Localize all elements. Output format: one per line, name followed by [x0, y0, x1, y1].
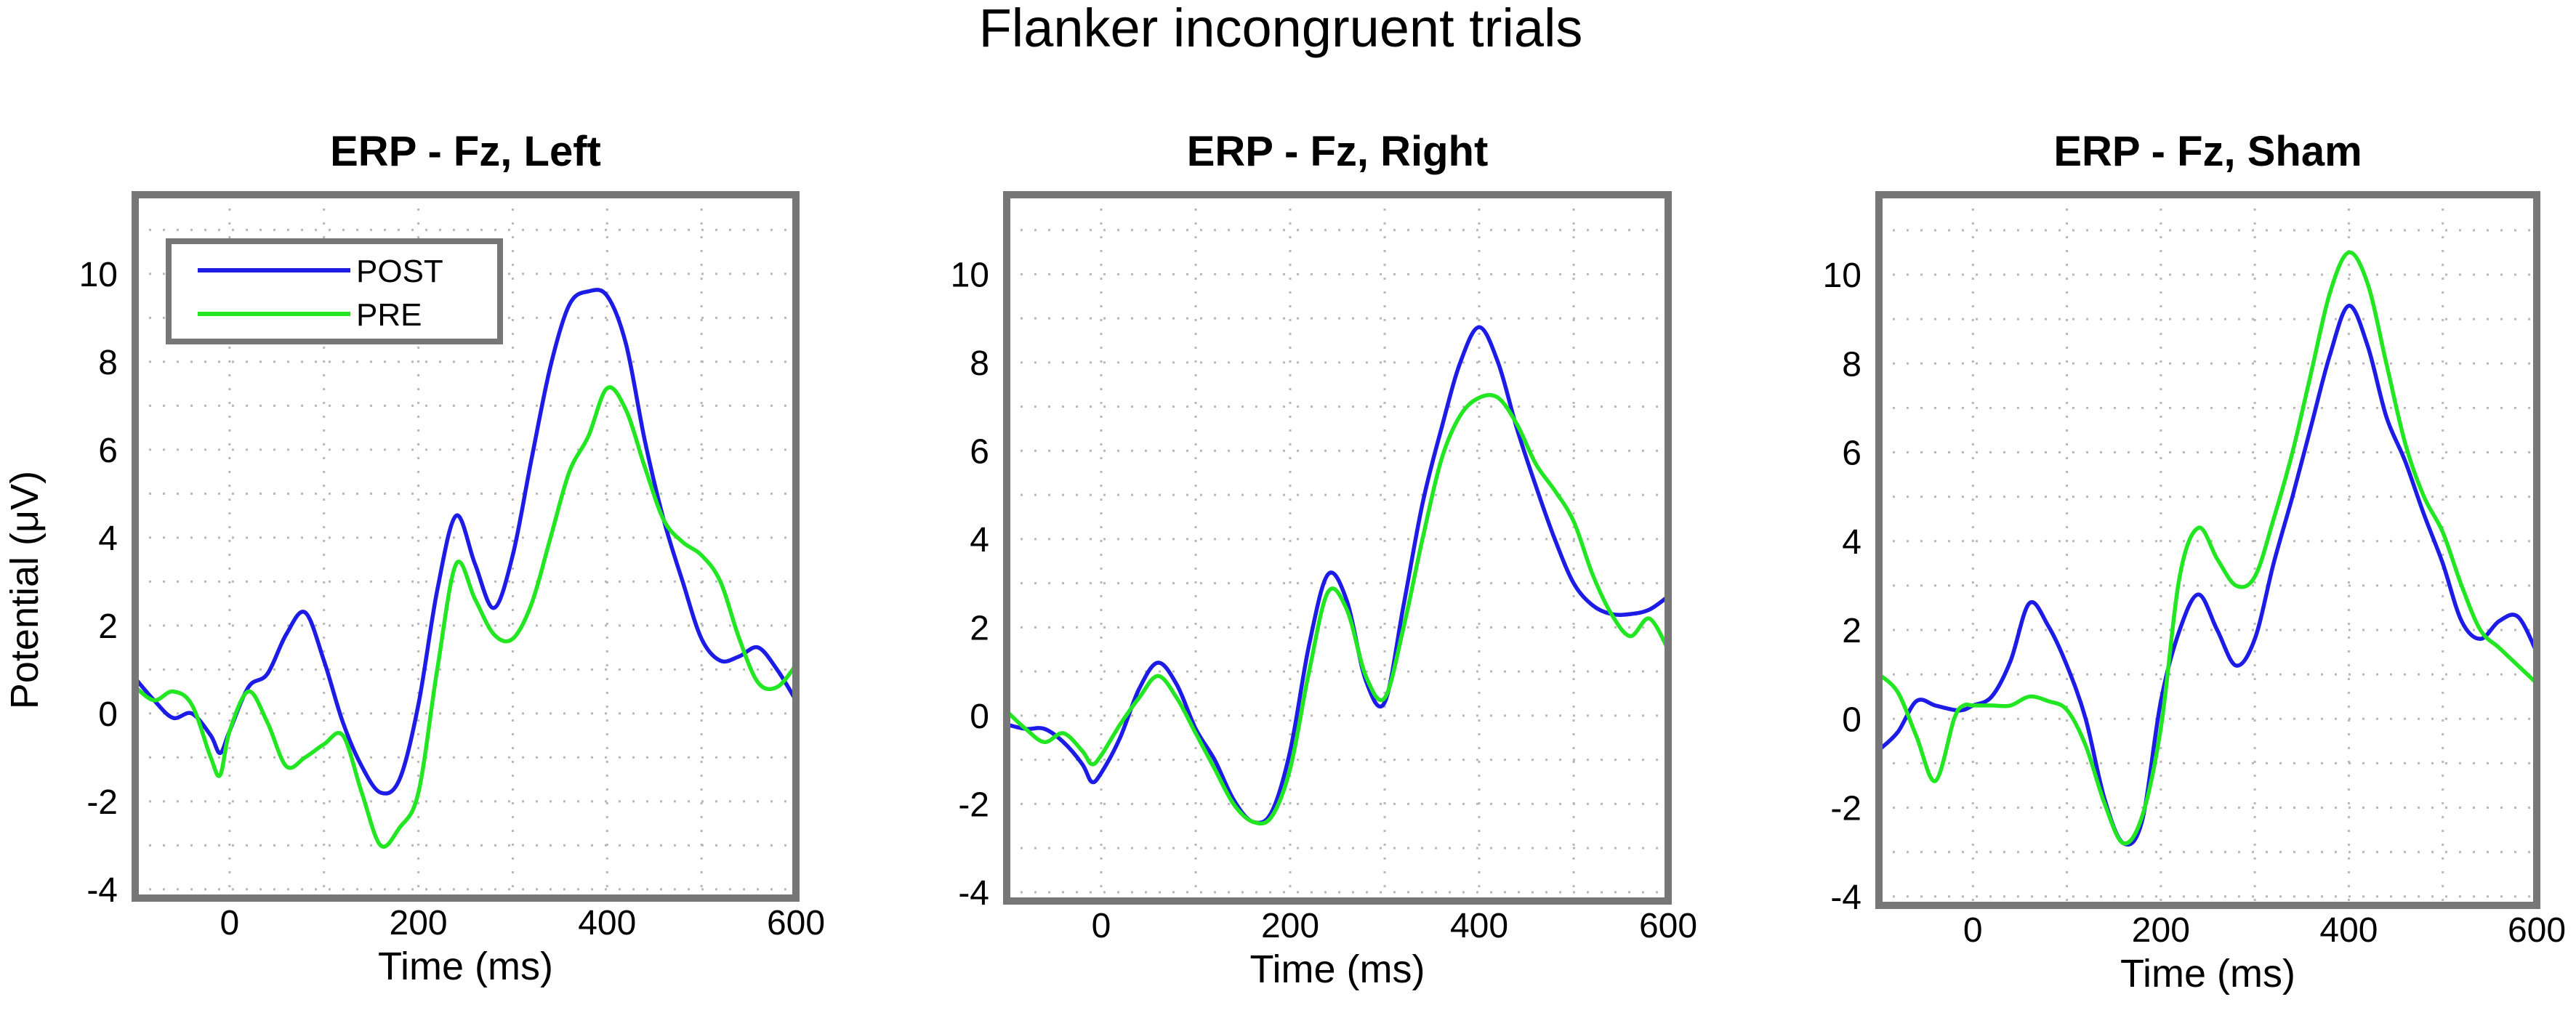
panel-2: 0 200 400 600 -4 -2 0 2 4 6 8 10 ERP - Fz, Right Time…: [951, 128, 1697, 991]
y-tick-label: 6: [1842, 435, 1861, 473]
panel-1: 0 200 400 600 -4 -2 0 2 4 6 8 10 ERP - Fz, Left Time …: [3, 128, 825, 988]
x-axis-label: Time (ms): [2120, 952, 2295, 995]
x-tick-label: 600: [2508, 911, 2566, 950]
y-tick-label: -2: [1830, 790, 1861, 828]
series-line-pre: [135, 385, 796, 849]
series-line-post: [1007, 325, 1668, 825]
y-tick-label: -2: [86, 783, 118, 822]
y-tick-label: 4: [98, 520, 118, 558]
y-tick-label: 2: [970, 609, 989, 647]
axes-frame: [1875, 191, 2540, 909]
y-tick-label: 10: [1823, 256, 1861, 295]
x-tick-label: 400: [578, 904, 636, 942]
y-tick-label: -4: [86, 871, 118, 910]
x-tick-label: 0: [1963, 911, 1983, 950]
y-tick-label: -2: [958, 785, 989, 824]
legend-label: POST: [356, 254, 443, 289]
legend: POST PRE: [166, 238, 503, 344]
y-tick-label: 4: [970, 521, 989, 560]
legend-label: PRE: [356, 297, 422, 333]
series-line-pre: [1007, 392, 1668, 826]
y-axis-label: Potential (μV): [3, 471, 47, 709]
x-tick-label: 0: [1092, 907, 1111, 945]
y-tick-label: -4: [1830, 878, 1861, 917]
panel-title: ERP - Fz, Sham: [2053, 128, 2362, 175]
y-tick-label: 10: [79, 256, 118, 294]
y-tick-label: 0: [1842, 700, 1861, 739]
panel-3: 0 200 400 600 -4 -2 0 2 4 6 8 10 ERP - Fz, Sham Time …: [1823, 128, 2566, 995]
legend-box: [166, 238, 503, 344]
x-tick-label: 0: [220, 904, 240, 942]
panel-title: ERP - Fz, Left: [330, 128, 601, 175]
x-tick-label: 400: [1450, 907, 1508, 945]
x-tick-label: 200: [390, 904, 448, 942]
y-tick-label: 2: [98, 607, 118, 646]
y-tick-label: 8: [970, 344, 989, 383]
y-tick-label: 8: [98, 344, 118, 382]
figure-title: Flanker incongruent trials: [979, 0, 1583, 58]
panel-title: ERP - Fz, Right: [1187, 128, 1489, 175]
y-tick-label: 2: [1842, 612, 1861, 650]
x-axis-label: Time (ms): [378, 945, 553, 988]
y-tick-label: 10: [951, 256, 989, 294]
y-tick-label: 8: [1842, 345, 1861, 384]
axes-frame: [1003, 191, 1672, 905]
x-tick-label: 200: [2132, 911, 2190, 950]
x-tick-label: 600: [767, 904, 825, 942]
x-tick-label: 400: [2319, 911, 2378, 950]
series-line-post: [1879, 304, 2537, 847]
y-tick-label: 6: [970, 432, 989, 471]
y-tick-label: 6: [98, 432, 118, 470]
y-tick-label: 0: [98, 695, 118, 734]
y-tick-label: 4: [1842, 523, 1861, 562]
series-line-pre: [1879, 250, 2537, 846]
axes-frame: [132, 191, 800, 902]
x-tick-label: 600: [1639, 907, 1697, 945]
x-tick-label: 200: [1261, 907, 1319, 945]
y-tick-label: -4: [958, 874, 989, 913]
x-axis-label: Time (ms): [1250, 948, 1425, 991]
grid: [1007, 195, 1668, 901]
y-tick-label: 0: [970, 698, 989, 736]
